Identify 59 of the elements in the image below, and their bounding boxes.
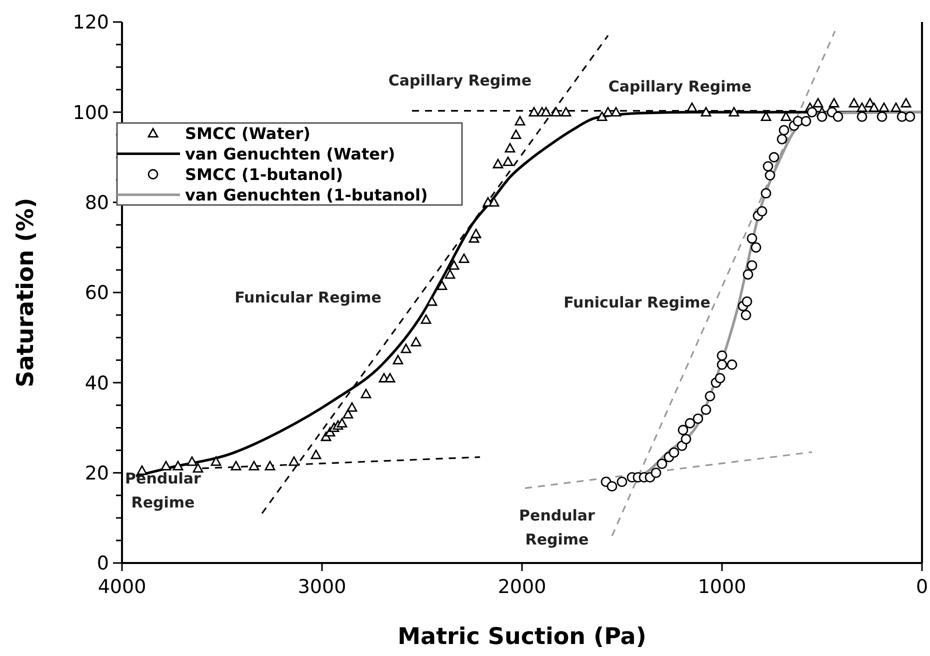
point [776, 134, 788, 144]
point [742, 296, 752, 307]
point [800, 116, 812, 126]
point [768, 152, 780, 162]
x-axis-title: Matric Suction (Pa) [398, 624, 646, 650]
x-tick-label: 0 [916, 576, 928, 598]
point [704, 390, 716, 402]
point [904, 111, 916, 122]
point [856, 111, 868, 122]
point [750, 242, 762, 253]
legend-label: van Genuchten (1-butanol) [185, 185, 428, 204]
legend-label: van Genuchten (Water) [185, 144, 396, 164]
point [746, 233, 758, 244]
point [760, 188, 772, 199]
point [668, 447, 680, 458]
x-tick-label: 2000 [498, 576, 546, 598]
point [716, 350, 728, 361]
point [714, 372, 726, 384]
annotation: Capillary Regime [608, 77, 752, 96]
y-tick-label: 100 [72, 102, 109, 124]
point [740, 310, 752, 320]
point [678, 424, 688, 436]
point [742, 269, 754, 280]
point [876, 111, 888, 122]
annotation: Funicular Regime [564, 293, 710, 312]
point [616, 476, 628, 488]
point [746, 260, 758, 271]
y-tick-label: 0 [96, 552, 109, 575]
x-tick-label: 1000 [698, 576, 746, 598]
legend-label: SMCC (Water) [185, 124, 310, 143]
point [726, 359, 738, 370]
point [684, 418, 696, 428]
point [806, 106, 818, 118]
x-tick-label: 4000 [98, 576, 146, 598]
y-tick-label: 60 [84, 282, 109, 304]
annotation: Capillary Regime [388, 71, 532, 90]
y-tick-label: 80 [84, 192, 109, 214]
point [700, 404, 712, 415]
annotation: Funicular Regime [234, 288, 382, 306]
legend-label: SMCC (1-butanol) [185, 164, 344, 184]
y-tick-label: 20 [84, 462, 109, 484]
point [816, 111, 828, 122]
point [680, 434, 692, 444]
point [650, 468, 662, 478]
annotation: Pendular Regime [125, 469, 202, 512]
point [832, 111, 844, 122]
y-tick-label: 120 [72, 12, 109, 34]
point [606, 481, 618, 492]
x-tick-label: 3000 [298, 576, 346, 598]
point [716, 359, 728, 370]
point [756, 206, 768, 217]
annotation: Pendular Regime [519, 506, 596, 548]
point [656, 458, 668, 470]
y-tick-label: 40 [84, 372, 109, 394]
point [778, 125, 790, 136]
point [764, 170, 776, 180]
point [692, 414, 704, 424]
y-axis-title: Saturation (%) [13, 198, 39, 388]
point [762, 161, 774, 172]
